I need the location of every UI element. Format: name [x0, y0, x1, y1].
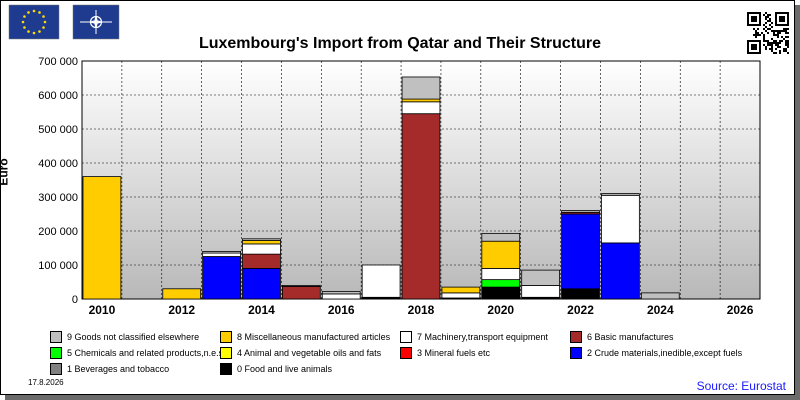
- frame-shadow-bottom: [5, 395, 800, 400]
- legend-label: 8 Miscellaneous manufactured articles: [237, 332, 391, 342]
- axes: 0 100 000 200 000 300 000 400 000 500 000 600 …: [38, 56, 753, 317]
- bar-segment: [321, 293, 361, 300]
- bar-segment: [282, 286, 321, 300]
- bar-segment: [640, 292, 680, 300]
- legend-swatch: [400, 347, 412, 359]
- bar-segment: [82, 176, 122, 300]
- legend-swatch: [220, 347, 232, 359]
- x-tick-label: 2014: [248, 303, 275, 317]
- legend-label: 4 Animal and vegetable oils and fats: [237, 348, 382, 358]
- y-tick-label: 300 000: [38, 192, 78, 204]
- bar-segment: [401, 113, 441, 300]
- bar-segment: [202, 250, 241, 254]
- legend-swatch: [570, 347, 582, 359]
- legend-label: 2 Crude materials,inedible,except fuels: [587, 348, 743, 358]
- x-tick-label: 2020: [487, 303, 514, 317]
- bar-segment: [242, 253, 281, 269]
- y-tick-label: 400 000: [38, 158, 78, 170]
- bars: [82, 76, 680, 300]
- frame-shadow-right: [795, 5, 800, 400]
- bar-segment: [441, 292, 481, 299]
- legend-item: 4 Animal and vegetable oils and fats: [220, 347, 381, 359]
- legend-swatch: [50, 347, 62, 359]
- bar-segment: [601, 193, 640, 196]
- bar-segment: [242, 243, 281, 255]
- legend-label: 0 Food and live animals: [237, 364, 333, 374]
- bar-segment: [601, 194, 640, 244]
- qr-code-icon: [747, 12, 789, 54]
- x-tick-label: 2026: [727, 303, 754, 317]
- bar-segment: [321, 291, 361, 295]
- bar-segment: [202, 252, 241, 257]
- x-tick-label: 2024: [647, 303, 674, 317]
- legend-label: 9 Goods not classified elsewhere: [67, 332, 200, 342]
- bar-segment: [521, 284, 560, 298]
- bar-segment: [601, 242, 640, 300]
- y-axis-label: Euro: [0, 158, 11, 186]
- x-tick-label: 2016: [328, 303, 355, 317]
- legend-swatch: [50, 363, 62, 375]
- legend-item: 6 Basic manufactures: [570, 331, 674, 343]
- legend-label: 7 Machinery,transport equipment: [417, 332, 548, 342]
- eu-flag-icon: [8, 4, 60, 40]
- bar-segment: [481, 240, 521, 269]
- y-tick-label: 700 000: [38, 56, 78, 68]
- bar-segment: [162, 288, 202, 300]
- legend-swatch: [570, 331, 582, 343]
- bar-segment: [561, 288, 600, 300]
- bar-segment: [401, 76, 441, 100]
- legend-swatch: [220, 363, 232, 375]
- bar-segment: [561, 210, 600, 213]
- x-tick-label: 2012: [168, 303, 195, 317]
- legend-item: 5 Chemicals and related products,n.e.s.: [50, 347, 226, 359]
- legend-item: 7 Machinery,transport equipment: [400, 331, 548, 343]
- bar-segment: [202, 256, 241, 300]
- bar-segment: [242, 240, 281, 245]
- legend-item: 8 Miscellaneous manufactured articles: [220, 331, 390, 343]
- legend-item: 3 Mineral fuels etc: [400, 347, 490, 359]
- bar-segment: [481, 267, 521, 281]
- legend-label: 1 Beverages and tobacco: [67, 364, 170, 374]
- bar-segment: [361, 264, 401, 298]
- date-label: 17.8.2026: [28, 378, 64, 387]
- x-tick-label: 2010: [89, 303, 116, 317]
- grid-lines: [82, 60, 760, 299]
- legend-label: 6 Basic manufactures: [587, 332, 674, 342]
- y-tick-label: 0: [72, 294, 78, 306]
- y-tick-label: 100 000: [38, 260, 78, 272]
- legend-item: 0 Food and live animals: [220, 363, 332, 375]
- chart-title: Luxembourg's Import from Qatar and Their…: [199, 35, 601, 52]
- bar-segment: [481, 279, 521, 288]
- legend-item: 9 Goods not classified elsewhere: [50, 331, 199, 343]
- bar-segment: [282, 284, 321, 287]
- bar-segment: [481, 286, 521, 300]
- legend-item: 1 Beverages and tobacco: [50, 363, 169, 375]
- bar-segment: [561, 213, 600, 290]
- x-tick-label: 2018: [408, 303, 435, 317]
- bar-segment: [441, 286, 481, 294]
- legend-swatch: [220, 331, 232, 343]
- legend-item: 2 Crude materials,inedible,except fuels: [570, 347, 742, 359]
- y-tick-label: 600 000: [38, 90, 78, 102]
- source-label: Source: Eurostat: [696, 379, 786, 393]
- nato-flag-icon: [72, 4, 120, 40]
- legend-label: 3 Mineral fuels etc: [417, 348, 491, 358]
- y-tick-label: 200 000: [38, 226, 78, 238]
- bar-segment: [401, 101, 441, 115]
- x-tick-label: 2022: [567, 303, 594, 317]
- legend-label: 5 Chemicals and related products,n.e.s.: [67, 348, 226, 358]
- legend-swatch: [50, 331, 62, 343]
- legend-swatch: [400, 331, 412, 343]
- bar-segment: [521, 269, 560, 286]
- bar-segment: [401, 98, 441, 103]
- bar-segment: [481, 232, 521, 242]
- bar-segment: [242, 238, 281, 241]
- y-tick-label: 500 000: [38, 124, 78, 136]
- bar-segment: [242, 267, 281, 300]
